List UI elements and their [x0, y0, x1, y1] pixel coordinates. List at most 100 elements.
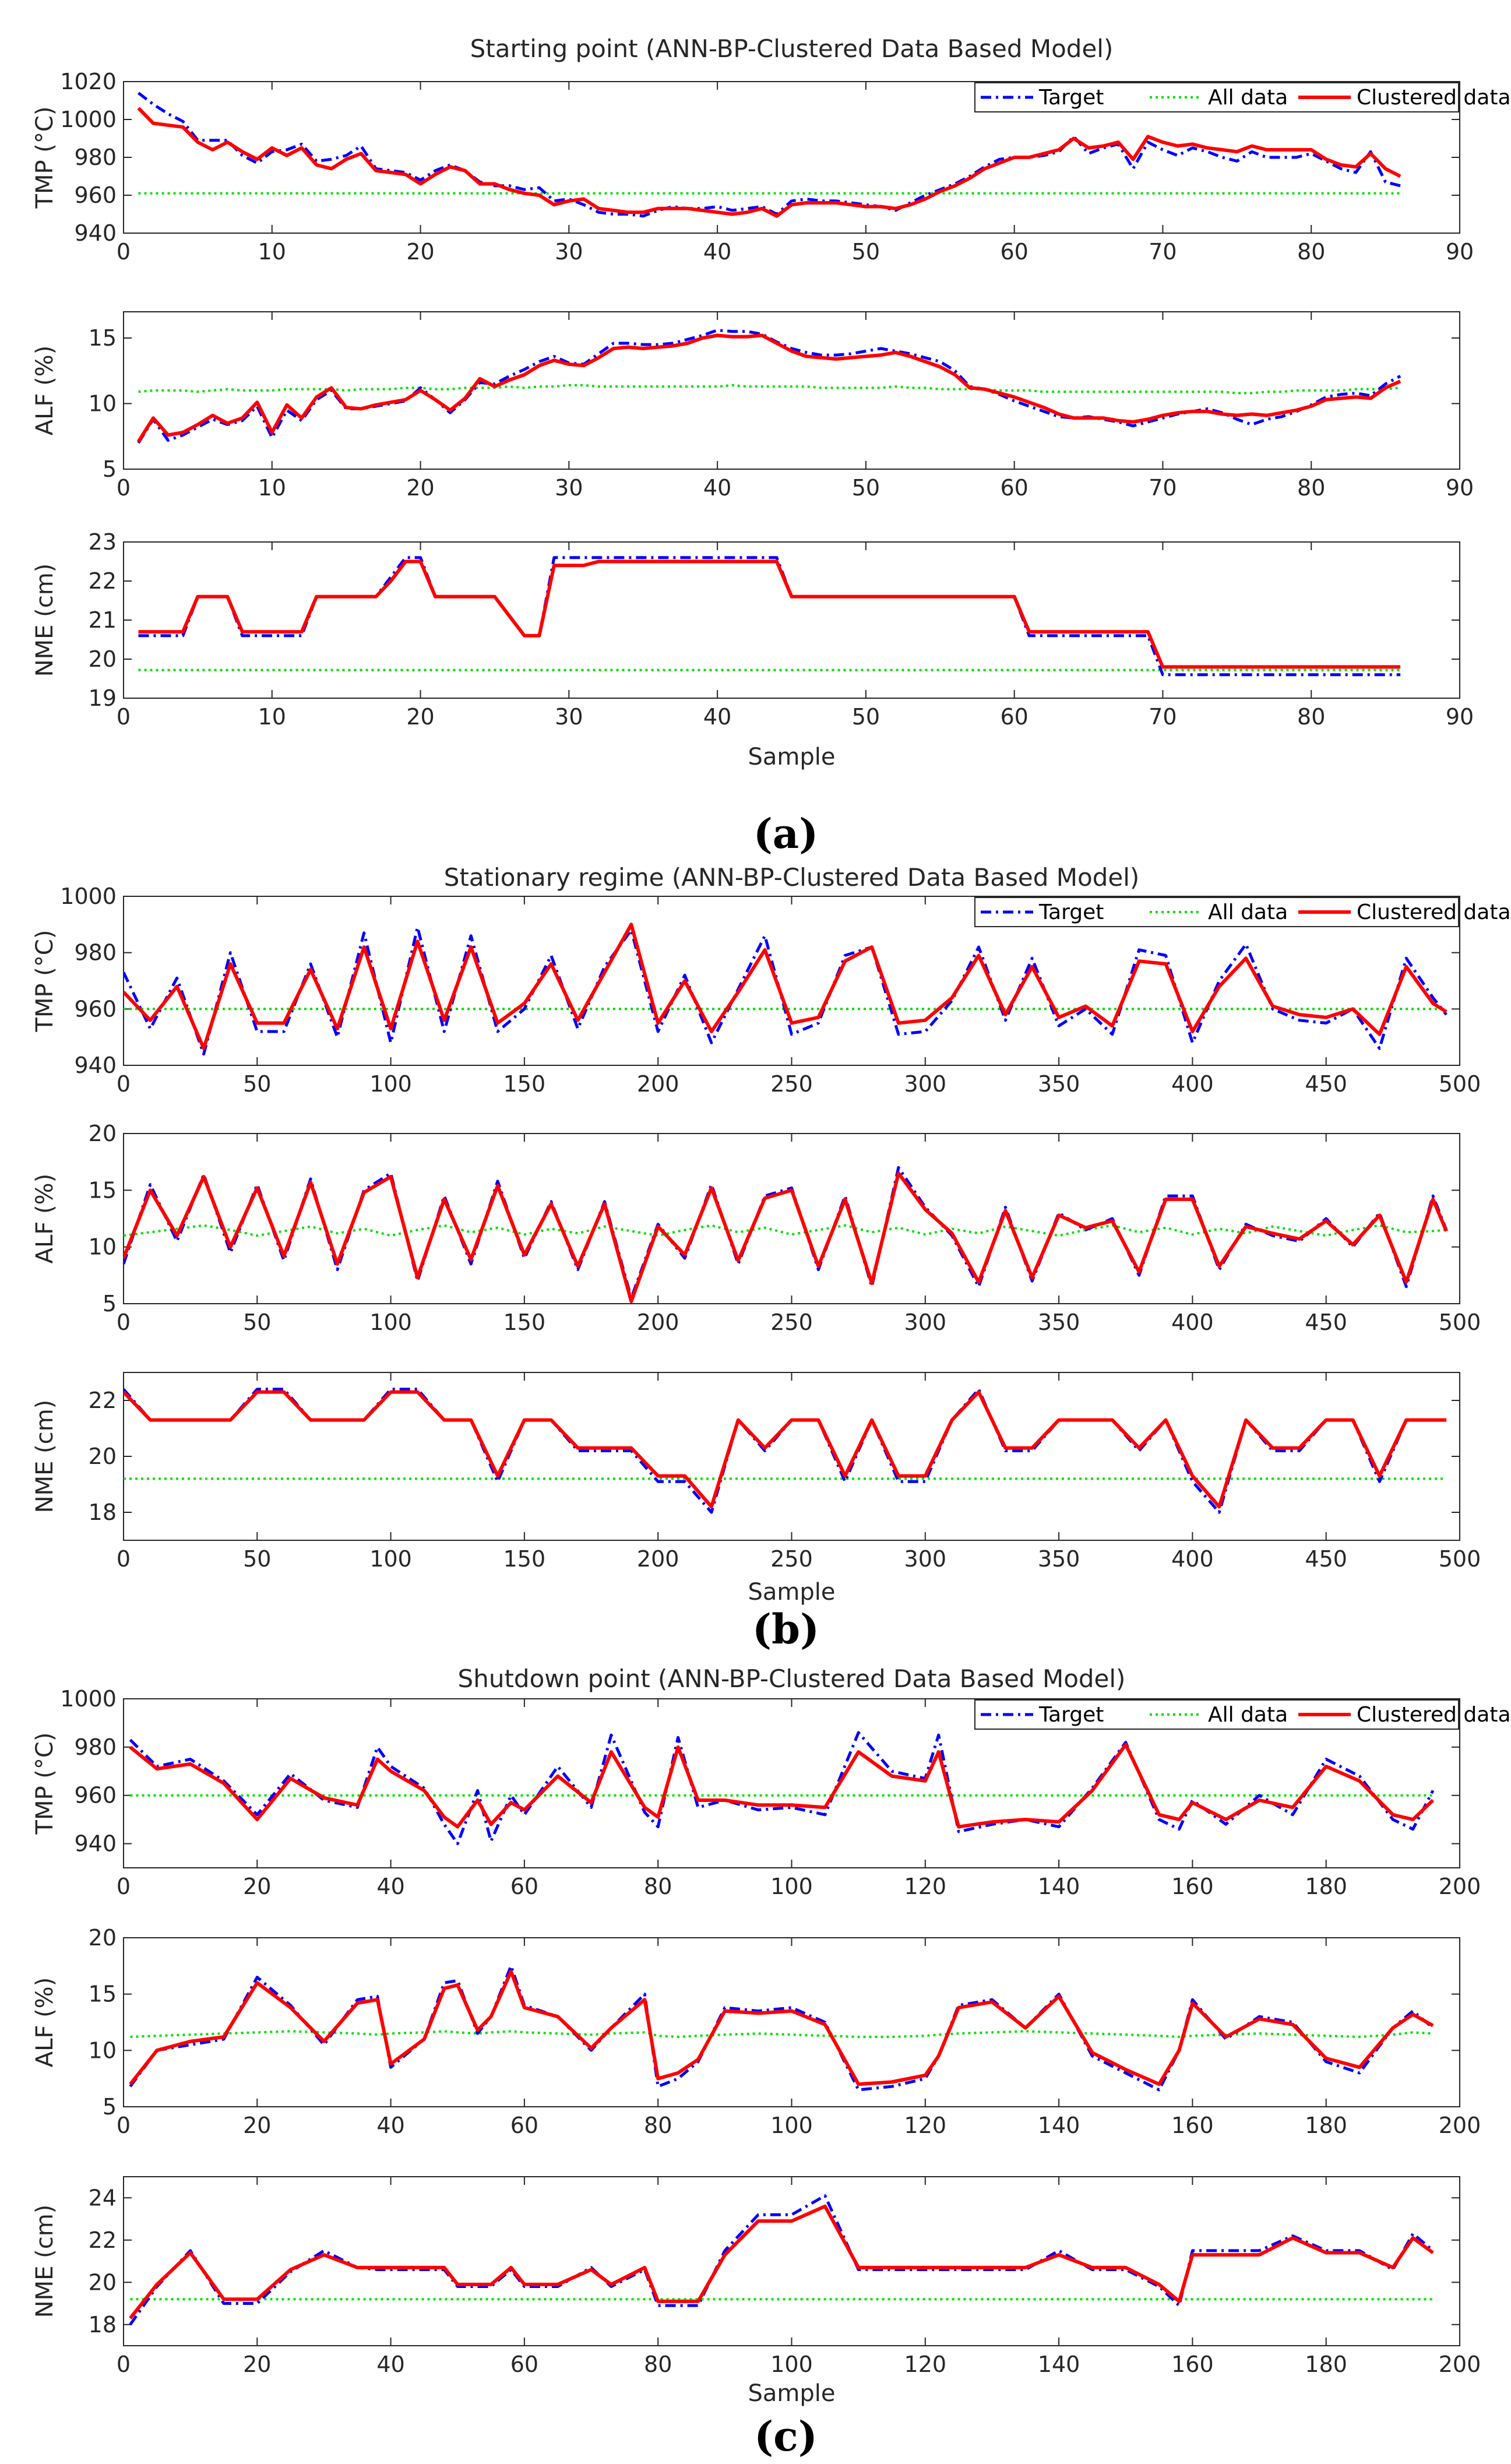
legend-label: Target	[1038, 1703, 1104, 1727]
y-tick-label: 1020	[60, 69, 117, 94]
legend-label: Target	[1038, 86, 1104, 110]
x-tick-label: 80	[1297, 475, 1325, 501]
x-tick-label: 80	[644, 2352, 672, 2377]
legend: Target All data Clustered data	[974, 1699, 1511, 1730]
x-tick-label: 160	[1171, 2113, 1214, 2138]
x-tick-label: 300	[904, 1310, 947, 1335]
series-line-clustered-data	[124, 923, 1447, 1050]
x-tick-label: 200	[1439, 1874, 1481, 1899]
y-tick-label: 18	[89, 2312, 117, 2338]
x-tick-label: 30	[555, 704, 583, 730]
x-axis-label: Sample	[748, 1579, 836, 1606]
chart-title: Shutdown point (ANN-BP-Clustered Data Ba…	[458, 1664, 1126, 1693]
x-tick-label: 100	[770, 1874, 813, 1899]
subplot-nme: 0 20 40 60 80 100 120 140 160 180 200 18 20 22 24 NME (…	[31, 2176, 1481, 2377]
y-axis-label: TMP (°C)	[31, 107, 58, 209]
series-line-all-data	[130, 2030, 1433, 2039]
chart-stationary-regime: Stationary regime (ANN-BP-Clustered Data…	[31, 863, 1511, 1653]
x-tick-label: 500	[1439, 1071, 1481, 1097]
series-line-target	[124, 1388, 1447, 1514]
x-tick-label: 300	[904, 1546, 947, 1572]
x-tick-label: 160	[1171, 2352, 1214, 2377]
y-tick-label: 10	[89, 2037, 117, 2063]
axes-box	[123, 2176, 1460, 2346]
axes-box	[123, 1372, 1460, 1541]
x-tick-label: 350	[1038, 1546, 1080, 1572]
x-tick-label: 50	[243, 1546, 271, 1572]
y-tick-label: 940	[74, 1053, 117, 1078]
chart-shutdown-point: Shutdown point (ANN-BP-Clustered Data Ba…	[31, 1664, 1511, 2461]
x-tick-label: 70	[1149, 239, 1177, 265]
series-line-clustered-data	[129, 1743, 1435, 1829]
x-tick-label: 140	[1038, 1874, 1080, 1899]
panel-label: (b)	[752, 1605, 819, 1653]
x-tick-label: 180	[1305, 2113, 1347, 2138]
y-axis-label: ALF (%)	[31, 1174, 58, 1264]
y-tick-label: 5	[103, 2094, 117, 2120]
x-tick-label: 150	[503, 1546, 546, 1572]
x-tick-label: 150	[503, 1310, 546, 1335]
y-axis-label: NME (cm)	[31, 2205, 58, 2318]
subplot-nme: 0 10 20 30 40 50 60 70 80 90 19 20 21 22 23 NME (cm)	[31, 529, 1474, 730]
y-tick-label: 10	[89, 391, 117, 417]
subplot-alf: 0 50 100 150 200 250 300 350 400 450 500 5 10 15 20 ALF…	[31, 1121, 1481, 1335]
series-line-clustered-data	[137, 107, 1401, 218]
y-tick-label: 980	[74, 940, 117, 966]
x-tick-label: 140	[1038, 2352, 1080, 2377]
x-tick-label: 80	[644, 2113, 672, 2138]
x-tick-label: 50	[243, 1310, 271, 1335]
x-tick-label: 90	[1446, 704, 1474, 730]
x-axis-label: Sample	[748, 744, 836, 770]
series-line-all-data	[138, 384, 1401, 395]
x-tick-label: 250	[770, 1071, 813, 1097]
y-tick-label: 1000	[60, 1686, 117, 1712]
series-line-target	[129, 2194, 1434, 2326]
x-tick-label: 160	[1171, 1874, 1214, 1899]
y-tick-label: 960	[74, 182, 117, 208]
x-tick-label: 60	[1000, 475, 1028, 501]
x-tick-label: 40	[703, 239, 731, 265]
y-tick-label: 1000	[60, 883, 117, 909]
x-tick-label: 450	[1305, 1071, 1347, 1097]
x-tick-label: 60	[1000, 704, 1028, 730]
x-tick-label: 10	[258, 704, 286, 730]
series-line-clustered-data	[124, 1390, 1447, 1509]
y-tick-label: 20	[89, 646, 117, 672]
axes-box	[123, 1937, 1460, 2107]
y-tick-label: 940	[74, 220, 117, 246]
y-axis-label: TMP (°C)	[31, 1733, 58, 1835]
y-tick-label: 22	[89, 568, 117, 594]
y-tick-label: 20	[89, 2269, 117, 2295]
x-tick-label: 100	[770, 2352, 813, 2377]
x-tick-label: 0	[117, 475, 131, 501]
x-tick-label: 400	[1171, 1071, 1214, 1097]
x-tick-label: 450	[1305, 1546, 1347, 1572]
x-tick-label: 10	[258, 475, 286, 501]
y-axis-label: TMP (°C)	[31, 930, 58, 1033]
x-tick-label: 500	[1439, 1310, 1481, 1335]
x-tick-label: 0	[117, 239, 131, 265]
series-line-clustered-data	[124, 1171, 1448, 1304]
y-tick-label: 19	[89, 685, 117, 711]
legend-label: Clustered data	[1357, 86, 1511, 110]
x-tick-label: 0	[117, 1071, 131, 1097]
legend-box	[974, 82, 1459, 112]
series-line-clustered-data	[138, 559, 1401, 669]
x-tick-label: 150	[503, 1071, 546, 1097]
x-axis-label: Sample	[748, 2380, 836, 2407]
subplot-tmp: 0 10 20 30 40 50 60 70 80 9094096098010001020TMP …	[31, 69, 1511, 265]
x-tick-label: 350	[1038, 1071, 1080, 1097]
x-tick-label: 300	[904, 1071, 947, 1097]
y-tick-label: 980	[74, 145, 117, 170]
x-tick-label: 60	[510, 2352, 538, 2377]
legend-label: All data	[1208, 900, 1288, 924]
legend-label: Clustered data	[1357, 900, 1511, 924]
x-tick-label: 0	[117, 2352, 131, 2377]
x-tick-label: 200	[637, 1546, 679, 1572]
y-tick-label: 5	[103, 1291, 117, 1317]
x-tick-label: 40	[376, 2113, 404, 2138]
y-tick-label: 18	[89, 1499, 117, 1525]
x-tick-label: 200	[637, 1071, 679, 1097]
legend-box	[974, 897, 1459, 927]
